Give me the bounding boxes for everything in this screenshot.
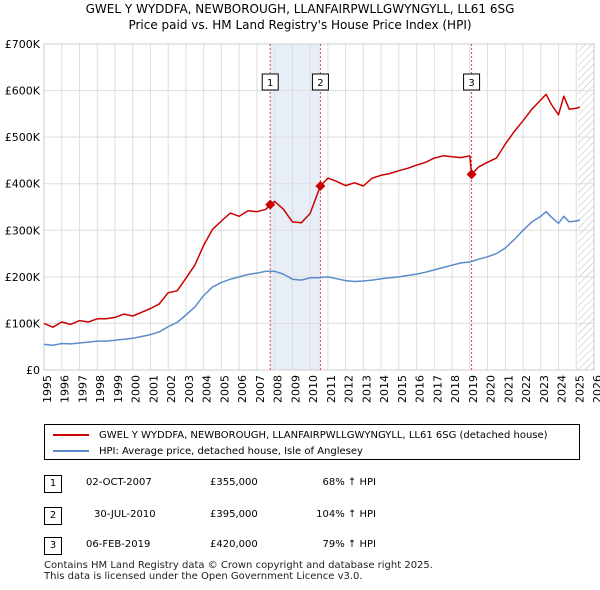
sale-number-badge: 3 xyxy=(44,537,62,555)
y-tick-label: £0 xyxy=(26,364,40,377)
y-tick-label: £300K xyxy=(5,224,41,237)
sale-hpi-change: 68% ↑ HPI xyxy=(322,477,376,488)
x-tick-label: 1995 xyxy=(41,375,54,403)
sale-number-badge: 2 xyxy=(44,507,62,525)
sale-point xyxy=(466,169,477,180)
legend-label-property: GWEL Y WYDDFA, NEWBOROUGH, LLANFAIRPWLLG… xyxy=(99,429,548,441)
y-tick-label: £100K xyxy=(5,317,41,330)
x-tick-label: 2014 xyxy=(378,375,391,403)
x-tick-label: 2006 xyxy=(236,375,249,403)
x-tick-label: 2010 xyxy=(307,375,320,403)
sale-label-number: 3 xyxy=(468,78,474,89)
x-tick-label: 2005 xyxy=(218,375,231,403)
x-tick-label: 2020 xyxy=(485,375,498,403)
x-tick-label: 2022 xyxy=(520,375,533,403)
y-tick-label: £200K xyxy=(5,271,41,284)
x-tick-label: 2023 xyxy=(538,375,551,403)
x-tick-label: 2003 xyxy=(183,375,196,403)
x-tick-label: 2021 xyxy=(502,375,515,403)
x-tick-label: 2012 xyxy=(343,375,356,403)
legend-swatch-property xyxy=(53,434,89,436)
x-tick-label: 2009 xyxy=(289,375,302,403)
sale-label-box xyxy=(463,73,481,91)
x-tick-label: 2017 xyxy=(431,375,444,403)
sale-hpi-change: 104% ↑ HPI xyxy=(316,509,376,520)
sale-label-box xyxy=(311,73,329,91)
x-tick-label: 2018 xyxy=(449,375,462,403)
chart-title: GWEL Y WYDDFA, NEWBOROUGH, LLANFAIRPWLLG… xyxy=(85,2,515,16)
x-tick-label: 1999 xyxy=(112,375,125,403)
legend-item-property: GWEL Y WYDDFA, NEWBOROUGH, LLANFAIRPWLLG… xyxy=(53,427,548,443)
sale-price: £420,000 xyxy=(210,539,258,550)
sale-price: £395,000 xyxy=(210,509,258,520)
sale-label-number: 2 xyxy=(317,78,323,89)
x-tick-label: 2026 xyxy=(591,375,600,403)
x-tick-label: 2002 xyxy=(165,375,178,403)
footer-licence: This data is licensed under the Open Gov… xyxy=(44,571,363,582)
sale-point xyxy=(265,199,276,210)
y-tick-label: £400K xyxy=(5,178,41,191)
x-tick-label: 2016 xyxy=(414,375,427,403)
legend: GWEL Y WYDDFA, NEWBOROUGH, LLANFAIRPWLLG… xyxy=(44,424,580,460)
price-chart: 1 2 3 £0 £100K £200K £300K £400K £500K £600K £700K… xyxy=(5,38,600,403)
sale-date: 02-OCT-2007 xyxy=(86,477,152,488)
sale-label-number: 1 xyxy=(267,78,273,89)
sale-number-badge: 1 xyxy=(44,475,62,493)
sale-date: 30-JUL-2010 xyxy=(94,509,156,520)
x-tick-label: 2000 xyxy=(130,375,143,403)
sale-date: 06-FEB-2019 xyxy=(86,539,151,550)
sale-label-box xyxy=(261,73,279,91)
footer-copyright: Contains HM Land Registry data © Crown c… xyxy=(44,560,433,571)
legend-label-hpi: HPI: Average price, detached house, Isle… xyxy=(99,445,363,457)
legend-swatch-hpi xyxy=(53,450,89,452)
x-tick-label: 2025 xyxy=(573,375,586,403)
x-tick-label: 1998 xyxy=(94,375,107,403)
future-hatch xyxy=(578,44,594,370)
y-tick-label: £600K xyxy=(5,85,41,98)
y-tick-label: £500K xyxy=(5,131,41,144)
x-tick-label: 2015 xyxy=(396,375,409,403)
sale-point xyxy=(315,181,326,192)
footer-notice: Contains HM Land Registry data © Crown c… xyxy=(44,560,433,582)
chart-subtitle: Price paid vs. HM Land Registry's House … xyxy=(128,18,472,32)
x-tick-label: 2019 xyxy=(467,375,480,403)
x-tick-label: 2007 xyxy=(254,375,267,403)
legend-item-hpi: HPI: Average price, detached house, Isle… xyxy=(53,443,363,459)
x-tick-label: 2011 xyxy=(325,375,338,403)
property-series-line xyxy=(43,93,581,328)
x-tick-label: 1996 xyxy=(59,375,72,403)
x-tick-label: 2013 xyxy=(360,375,373,403)
y-tick-label: £700K xyxy=(5,38,41,51)
plot-border xyxy=(43,43,595,371)
x-tick-label: 2004 xyxy=(201,375,214,403)
sale-hpi-change: 79% ↑ HPI xyxy=(322,539,376,550)
hpi-series-line xyxy=(43,210,581,347)
x-tick-label: 1997 xyxy=(76,375,89,403)
x-tick-label: 2024 xyxy=(556,375,569,403)
sale-price: £355,000 xyxy=(210,477,258,488)
x-tick-label: 2008 xyxy=(272,375,285,403)
x-tick-label: 2001 xyxy=(147,375,160,403)
